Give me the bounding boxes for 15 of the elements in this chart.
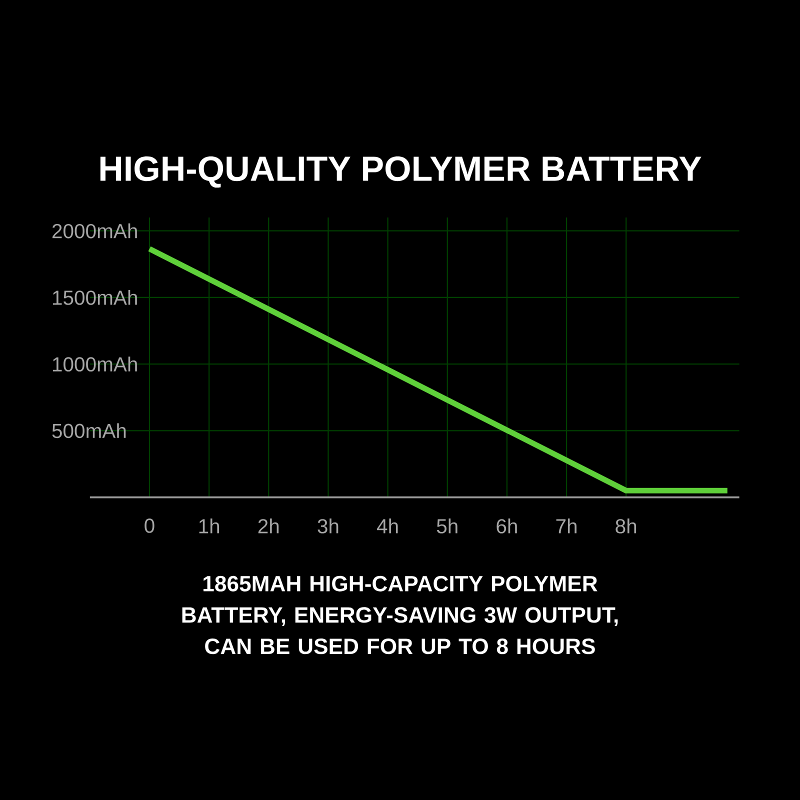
- text: 1865MAH HIGH-CAPACITY POLYMER BATTERY, ENERGY-SAVING 3W OUTPUT, CAN BE USED FOR UP TO 8 HOURS: [182, 576, 618, 654]
- x-tick-label: 1h: [199, 518, 220, 534]
- x-tick-label: 0: [144, 518, 154, 533]
- x-tick-label: 4h: [376, 518, 398, 534]
- x-tick-label: 6h: [496, 518, 517, 534]
- y-tick-label: 500mAh: [52, 423, 126, 438]
- x-tick-label: 2h: [258, 518, 279, 534]
- y-tick-label: 1000mAh: [53, 356, 137, 372]
- x-tick-label: 5h: [436, 518, 458, 534]
- x-tick-label: 7h: [556, 518, 576, 534]
- y-tick-label: 1500mAh: [53, 290, 137, 305]
- chart-title: HIGH-QUALITY POLYMER BATTERY: [100, 156, 702, 188]
- x-tick-label: 3h: [318, 518, 338, 534]
- y-tick-label: 2000mAh: [52, 223, 137, 238]
- x-tick-label: 8h: [616, 518, 636, 534]
